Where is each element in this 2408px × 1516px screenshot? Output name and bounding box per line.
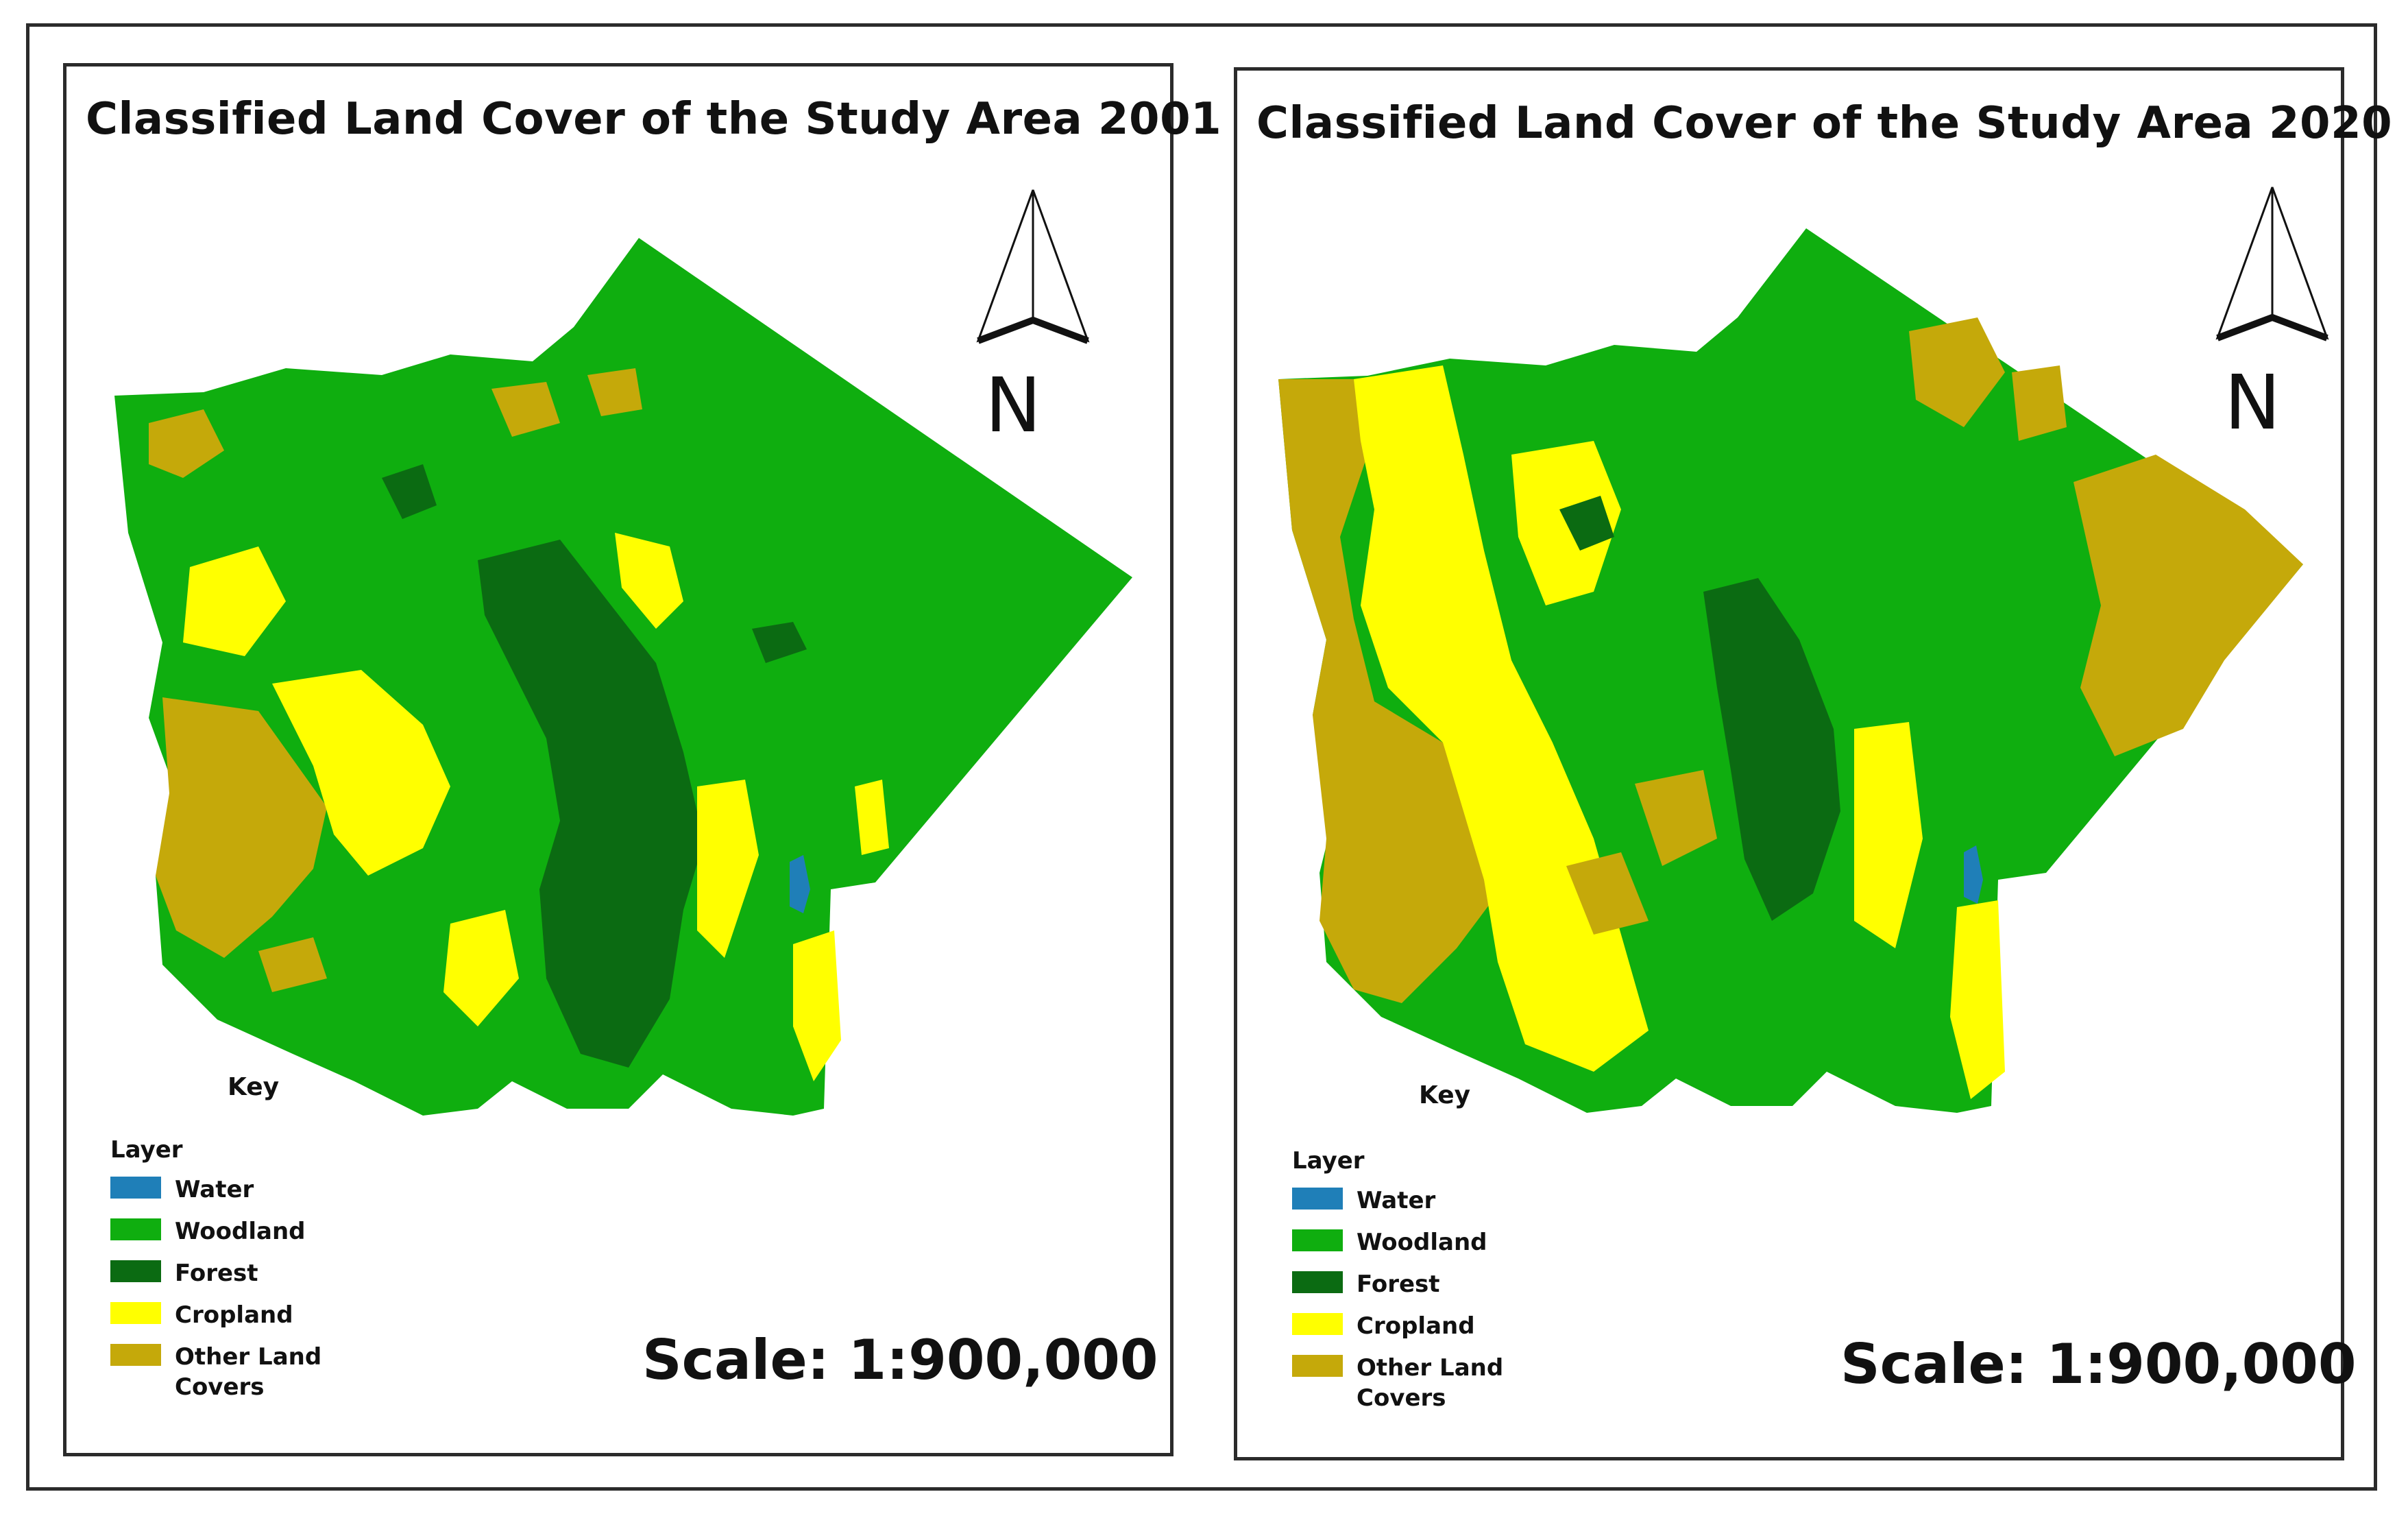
cropland-swatch — [110, 1302, 161, 1324]
cropland-region — [1354, 365, 1649, 1072]
other-land-cover-patch — [258, 937, 327, 992]
other-land-cover-region — [156, 697, 327, 958]
legend-label: Cropland — [1357, 1312, 1475, 1340]
legend-item-other: Other Land Covers — [110, 1342, 339, 1401]
scale-label: Scale: 1:900,000 — [642, 1328, 1158, 1392]
legend-item-woodland: Woodland — [1292, 1227, 1521, 1269]
legend-title: Layer — [110, 1136, 183, 1164]
legend-label: Woodland — [175, 1218, 306, 1245]
cropland-region — [443, 910, 519, 1026]
scale-label: Scale: 1:900,000 — [1840, 1332, 2357, 1396]
legend-item-cropland: Cropland — [1292, 1311, 1521, 1353]
other-land-cover-region — [1278, 379, 1498, 1003]
land-cover-map-2001 — [114, 238, 1132, 1116]
forest-patch — [752, 622, 807, 663]
cropland-region — [615, 533, 683, 629]
cropland-region — [855, 780, 889, 855]
woodland-swatch — [110, 1218, 161, 1240]
north-arrow-icon — [976, 189, 1090, 344]
other-land-cover-swatch — [110, 1344, 161, 1366]
key-label: Key — [1419, 1081, 1471, 1109]
legend-title: Layer — [1292, 1147, 1365, 1175]
forest-swatch — [1292, 1271, 1343, 1293]
cropland-region — [183, 546, 286, 656]
legend: Layer Water Woodland Forest Cropland Oth… — [1292, 1147, 1521, 1412]
woodland-swatch — [1292, 1229, 1343, 1251]
north-arrow: N — [958, 183, 1095, 449]
legend-item-other: Other Land Covers — [1292, 1353, 1521, 1412]
cropland-region — [1854, 722, 1923, 948]
north-label: N — [2224, 359, 2281, 446]
other-land-cover-patch — [149, 409, 224, 478]
water-body — [1964, 845, 1983, 904]
land-cover-map-2020 — [1278, 228, 2303, 1113]
cropland-region — [793, 930, 841, 1081]
other-land-cover-patch — [1909, 317, 2005, 427]
other-land-cover-swatch — [1292, 1355, 1343, 1377]
cropland-region — [272, 670, 450, 876]
legend-item-water: Water — [1292, 1186, 1521, 1227]
other-land-cover-patch — [2012, 365, 2067, 441]
legend-item-water: Water — [110, 1175, 339, 1216]
forest-swatch — [110, 1260, 161, 1282]
legend-label: Other Land Covers — [175, 1343, 322, 1401]
water-swatch — [1292, 1188, 1343, 1210]
legend-label: Water — [175, 1176, 254, 1203]
other-land-cover-patch — [587, 368, 642, 416]
legend-label: Forest — [175, 1260, 258, 1287]
legend-label: Water — [1357, 1187, 1436, 1214]
legend-label: Forest — [1357, 1271, 1440, 1298]
north-arrow-icon — [2215, 187, 2329, 341]
legend: Layer Water Woodland Forest Cropland Oth… — [110, 1136, 339, 1401]
legend-label: Cropland — [175, 1301, 293, 1329]
forest-region — [1703, 578, 1840, 921]
key-label: Key — [228, 1073, 280, 1101]
figure-frame — [26, 23, 2377, 1491]
water-swatch — [110, 1177, 161, 1199]
legend-item-cropland: Cropland — [110, 1300, 339, 1342]
legend-item-forest: Forest — [1292, 1269, 1521, 1311]
map-title: Classified Land Cover of the Study Area … — [1256, 98, 2393, 149]
north-label: N — [985, 361, 1042, 449]
water-body — [790, 855, 810, 913]
other-land-cover-region — [2073, 455, 2303, 756]
map-panel-2020: Classified Land Cover of the Study Area … — [1234, 67, 2392, 1460]
legend-item-forest: Forest — [110, 1258, 339, 1300]
north-arrow: N — [2197, 180, 2334, 446]
map-title: Classified Land Cover of the Study Area … — [86, 94, 1222, 145]
other-land-cover-patch — [491, 382, 560, 437]
cropland-region — [697, 780, 759, 958]
forest-region — [478, 540, 704, 1068]
other-land-cover-patch — [1635, 770, 1717, 866]
legend-label: Woodland — [1357, 1229, 1487, 1256]
legend-label: Other Land Covers — [1357, 1354, 1504, 1412]
forest-patch — [1559, 496, 1614, 551]
legend-item-woodland: Woodland — [110, 1216, 339, 1258]
forest-patch — [382, 464, 437, 519]
cropland-region — [1950, 900, 2005, 1099]
map-panel-2001: Classified Land Cover of the Study Area … — [63, 63, 1221, 1456]
cropland-swatch — [1292, 1313, 1343, 1335]
other-land-cover-patch — [1566, 852, 1649, 935]
